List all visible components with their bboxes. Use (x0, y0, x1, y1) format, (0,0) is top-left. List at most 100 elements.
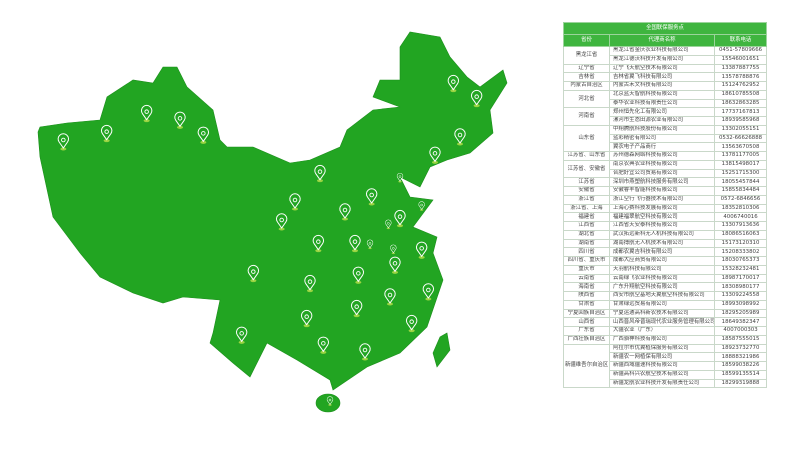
agent-name-cell: 翼农电子产品商行 (609, 142, 715, 152)
agent-name-cell: 武汉拓远新科无人机科技有限公司 (609, 229, 715, 240)
location-pin-icon[interactable] (100, 124, 113, 143)
table-row: 湖北省 武汉拓远新科无人机科技有限公司 18086516063 (563, 229, 768, 240)
agent-name-cell: 郑州恒先化工有限公司 (609, 107, 715, 117)
location-pin-icon[interactable] (405, 314, 418, 333)
location-pin-icon[interactable] (389, 256, 401, 274)
phone-cell: 17737167813 (713, 107, 768, 117)
phone-cell: 13563670508 (713, 142, 768, 152)
location-pin-icon[interactable] (454, 128, 466, 146)
location-pin-icon[interactable] (197, 126, 210, 144)
location-pin-icon[interactable] (350, 299, 363, 318)
table-row: 江西省 江西省天安泰科技有限公司 13307913636 (563, 221, 768, 231)
table-row: 吉林省 吉林省翼飞科技有限公司 13578788876 (563, 72, 768, 82)
location-pin-icon[interactable] (326, 396, 334, 406)
table-row: 福建省 福建福翠航空科技有限公司 4006740016 (563, 212, 768, 222)
location-pin-icon[interactable] (300, 309, 313, 328)
location-pin-icon[interactable] (429, 146, 441, 164)
table-row: 浙江省 浙江空行飞行器技术有限公司 0572-6846656 (563, 194, 768, 205)
agent-name-cell: 宁夏运通高科新农技术有限公司 (609, 308, 715, 319)
agent-name-cell: 南京农典农业科技有限公司 (609, 159, 715, 170)
table-row: 甘肃省 甘肃绿远贸易有限公司 18993098992 (563, 299, 768, 310)
phone-cell: 15124762952 (713, 81, 768, 91)
phone-cell: 13578788876 (713, 72, 768, 82)
location-pin-icon[interactable] (352, 266, 365, 284)
phone-cell: 15328232481 (713, 264, 768, 275)
location-pin-icon[interactable] (339, 203, 351, 221)
taiwan-shape (432, 332, 451, 368)
agent-name-cell: 新疆西域疆速科技有限公司 (609, 361, 715, 371)
agent-name-cell: 北京蓝天智航科技有限公司 (609, 89, 715, 100)
agent-name-cell: 福建福翠航空科技有限公司 (609, 212, 715, 222)
location-pin-icon[interactable] (57, 133, 70, 151)
location-pin-icon[interactable] (422, 283, 435, 301)
phone-cell: 18987170017 (713, 273, 768, 284)
agent-name-cell: 广东升翔航空科技有限公司 (609, 282, 715, 292)
header-phone: 联系电话 (713, 34, 768, 47)
location-pin-icon[interactable] (314, 164, 326, 183)
province-cell: 黑龙江省 (563, 46, 610, 65)
location-pin-icon[interactable] (385, 219, 392, 230)
agent-name-cell: 西安市航空基地天翼航空科技有限公司 (609, 291, 715, 301)
table-row: 云南省 云南绿飞农业科技有限公司 18987170017 (563, 273, 768, 284)
location-pin-icon[interactable] (247, 264, 260, 283)
phone-cell: 13307913636 (713, 221, 768, 231)
location-pin-icon[interactable] (390, 244, 397, 255)
agent-name-cell: 上海心赛科技发展有限公司 (609, 203, 715, 214)
location-pin-icon[interactable] (447, 74, 460, 93)
location-pin-icon[interactable] (140, 104, 153, 123)
table-row: 海南省 广东升翔航空科技有限公司 18308980177 (563, 282, 768, 292)
location-pin-icon[interactable] (275, 213, 288, 231)
agent-name-cell: 湖南搏航无人机技术有限公司 (609, 238, 715, 249)
location-pin-icon[interactable] (415, 241, 428, 259)
table-row: 宁夏回族自治区 宁夏运通高科新农技术有限公司 18295205989 (563, 308, 768, 319)
province-cell: 甘肃省 (563, 299, 610, 310)
location-pin-icon[interactable] (366, 239, 374, 250)
location-pin-icon[interactable] (174, 111, 186, 129)
agent-name-cell: 黑龙江德沃科技开发有限公司 (609, 54, 715, 65)
header-province: 省份 (563, 34, 610, 47)
location-pin-icon[interactable] (396, 173, 404, 183)
table-row: 重庆市 天羽航科技有限公司 15328232481 (563, 264, 768, 275)
agent-name-cell: 深圳市燕塑航科技服务有限公司 (609, 177, 715, 187)
phone-cell: 4006740016 (713, 212, 768, 222)
table-row: 四川省 成都农翼吉科技有限公司 15208333802 (563, 247, 768, 257)
agent-name-cell: 山西晋风帝晋瑞现代农业服务管理有限公司 (609, 317, 715, 327)
phone-cell: 13309224558 (713, 291, 768, 301)
phone-cell: 18599135514 (713, 369, 768, 380)
province-cell: 海南省 (563, 282, 610, 292)
phone-cell: 18308980177 (713, 282, 768, 292)
location-pin-icon[interactable] (365, 188, 378, 206)
agent-name-cell: 内蒙古禾文科技有限公司 (609, 81, 715, 91)
agent-name-cell: 蓝彩精密有限公司 (609, 133, 715, 144)
province-cell: 江苏省 (563, 177, 610, 187)
location-pin-icon[interactable] (235, 326, 248, 344)
location-pin-icon[interactable] (470, 89, 483, 108)
phone-cell: 18086516063 (713, 229, 768, 240)
table-row: 新疆维吾尔自治区 阿拉尔市优翼植保服务有限公司 18923732770 (563, 343, 768, 389)
location-pin-icon[interactable] (384, 288, 396, 306)
province-cell: 吉林省 (563, 72, 610, 82)
location-pin-icon[interactable] (312, 234, 325, 253)
phone-cell: 18993098992 (713, 299, 768, 310)
location-pin-icon[interactable] (317, 336, 330, 354)
province-cell: 浙江省 (563, 194, 610, 205)
location-pin-icon[interactable] (289, 193, 301, 211)
agent-name-cell: 辽宁飞天航空技术有限公司 (609, 63, 715, 74)
table-row: 浙江省、上海 上海心赛科技发展有限公司 18352810306 (563, 203, 768, 214)
location-pin-icon[interactable] (304, 274, 316, 293)
phone-cell: 18649382347 (713, 317, 768, 327)
location-pin-icon[interactable] (359, 343, 371, 361)
agent-name-cell: 甘肃绿远贸易有限公司 (609, 299, 715, 310)
phone-cell: 4007000303 (713, 326, 768, 336)
phone-cell: 15251715300 (713, 168, 768, 179)
table-row: 江苏省 深圳市燕塑航科技服务有限公司 18055457844 (563, 177, 768, 187)
location-pin-icon[interactable] (418, 201, 425, 211)
phone-cell: 18599038226 (713, 361, 768, 371)
header-agent: 代理商名称 (609, 34, 715, 47)
location-pin-icon[interactable] (394, 209, 406, 228)
province-cell: 内蒙古自治区 (563, 81, 610, 91)
table-row: 内蒙古自治区 内蒙古禾文科技有限公司 15124762952 (563, 81, 768, 91)
location-pin-icon[interactable] (349, 234, 361, 253)
table-row: 新疆龙航农业科技开发有限责任公司 18299319888 (564, 378, 768, 389)
table-row: 湖南省 湖南搏航无人机技术有限公司 15173120310 (563, 238, 768, 249)
